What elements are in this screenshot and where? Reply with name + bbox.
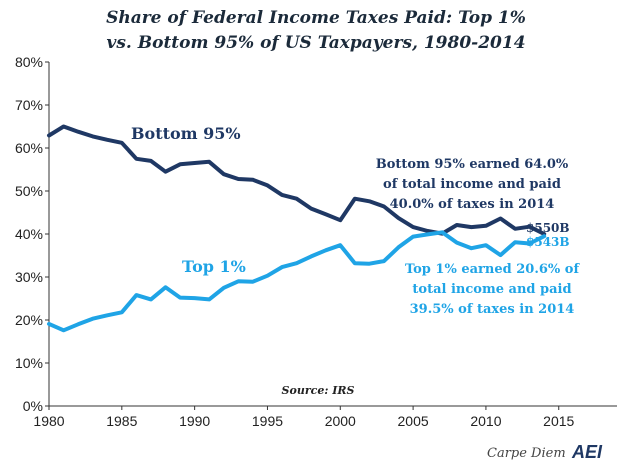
carpe-diem-label: Carpe Diem <box>487 446 566 461</box>
x-tick-label: 1985 <box>106 413 137 429</box>
y-tick-label: 30% <box>15 269 43 285</box>
bottom-note-line1: Bottom 95% earned 64.0% <box>376 157 569 172</box>
y-tick-label: 60% <box>15 140 43 156</box>
top-series-label: Top 1% <box>182 257 246 276</box>
top-note-line2: total income and paid <box>412 282 571 297</box>
bottom-note-line2: of total income and paid <box>383 177 561 192</box>
bottom-note-line3: 40.0% of taxes in 2014 <box>390 197 555 212</box>
y-tick-label: 80% <box>15 54 43 70</box>
x-tick-label: 2000 <box>325 413 356 429</box>
y-tick-label: 50% <box>15 183 43 199</box>
aei-logo: AEI <box>571 442 603 462</box>
y-tick-label: 70% <box>15 97 43 113</box>
x-tick-label: 2015 <box>543 413 574 429</box>
x-tick-label: 1990 <box>179 413 210 429</box>
x-tick-label: 1980 <box>33 413 64 429</box>
x-tick-label: 2010 <box>470 413 501 429</box>
series-group <box>47 124 547 333</box>
source-note: Source: IRS <box>282 384 355 397</box>
chart-title-line2: vs. Bottom 95% of US Taxpayers, 1980-201… <box>106 33 525 53</box>
chart-title-line1: Share of Federal Income Taxes Paid: Top … <box>106 8 526 28</box>
y-tick-label: 10% <box>15 355 43 371</box>
y-tick-label: 20% <box>15 312 43 328</box>
x-tick-label: 2005 <box>398 413 429 429</box>
y-tick-label: 0% <box>23 398 43 414</box>
top-1-line <box>47 230 547 333</box>
y-tick-label: 40% <box>15 226 43 242</box>
bottom-95-line <box>47 124 547 236</box>
x-tick-label: 1995 <box>252 413 283 429</box>
top-note-line3: 39.5% of taxes in 2014 <box>410 302 575 317</box>
top-note-line1: Top 1% earned 20.6% of <box>405 262 580 277</box>
axes: 0% 10% 20% 30% 40% 50% 60% 70% 80% 1980 1985 1990 19… <box>15 54 617 429</box>
bottom-series-label: Bottom 95% <box>131 124 241 143</box>
top-end-value: $543B <box>526 235 570 249</box>
bottom-end-value: $550B <box>526 221 570 235</box>
